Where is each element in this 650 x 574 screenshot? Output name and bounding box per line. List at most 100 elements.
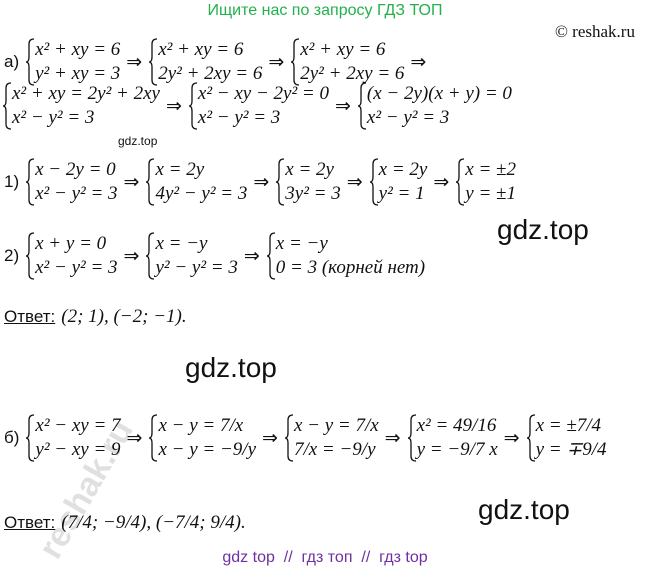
watermark: gdz.top bbox=[118, 134, 158, 148]
equation: x² − y² = 3 bbox=[366, 107, 450, 128]
implies: ⇒ bbox=[503, 427, 520, 449]
equation: x = 2y bbox=[155, 159, 205, 180]
rows: x² + xy = 6 y² + xy = 3 bbox=[35, 38, 120, 86]
math-line: 1) x − 2y = 0 x² − y² = 3 ⇒ x = 2y 4y² − y² =… bbox=[4, 158, 516, 206]
brace bbox=[146, 158, 155, 206]
implies: ⇒ bbox=[334, 95, 351, 117]
equation: 3y² = 3 bbox=[285, 183, 341, 204]
equation: 2y² + 2xy = 6 bbox=[158, 63, 263, 84]
implies: ⇒ bbox=[262, 427, 278, 449]
system: x − 2y = 0 x² − y² = 3 bbox=[25, 158, 118, 206]
rows: (x − 2y)(x + y) = 0 x² − y² = 3 bbox=[367, 82, 512, 130]
rows: x = 2y y² = 1 bbox=[379, 158, 428, 206]
equation: x = −y bbox=[155, 233, 208, 254]
system: x² − xy − 2y² = 0 x² − y² = 3 bbox=[188, 82, 329, 130]
system: x = ±2 y = ±1 bbox=[455, 158, 516, 206]
rows: x − y = 7/x 7/x = −9/y bbox=[294, 414, 379, 462]
math-line: Ответ: (7/4; −9/4), (−7/4; 9/4). bbox=[4, 512, 246, 534]
system: x = 2y 3y² = 3 bbox=[275, 158, 341, 206]
text: Ответ: bbox=[4, 513, 56, 532]
equation: 2y² + 2xy = 6 bbox=[300, 63, 405, 84]
equation: 4y² − y² = 3 bbox=[155, 183, 248, 204]
equation: (x − 2y)(x + y) = 0 bbox=[366, 83, 512, 104]
implies: ⇒ bbox=[410, 51, 427, 73]
system: x = 2y y² = 1 bbox=[369, 158, 428, 206]
math-line: Ответ: (2; 1), (−2; −1). bbox=[4, 306, 187, 328]
brace bbox=[26, 414, 35, 462]
implies: ⇒ bbox=[243, 245, 260, 267]
rows: x + y = 0 x² − y² = 3 bbox=[35, 232, 117, 280]
brace bbox=[26, 158, 35, 206]
brace bbox=[291, 38, 300, 86]
system: (x − 2y)(x + y) = 0 x² − y² = 3 bbox=[357, 82, 512, 130]
rows: x = ±2 y = ±1 bbox=[465, 158, 516, 206]
math-line: а) x² + xy = 6 y² + xy = 3 ⇒ x² + xy = 6 2y² … bbox=[4, 38, 426, 86]
implies: ⇒ bbox=[268, 51, 285, 73]
equation: x = ±7/4 bbox=[535, 415, 602, 436]
system: x = −y y² − y² = 3 bbox=[145, 232, 238, 280]
text: (7/4; −9/4), (−7/4; 9/4). bbox=[61, 512, 246, 533]
implies: ⇒ bbox=[126, 427, 143, 449]
brace bbox=[26, 38, 35, 86]
equation: x² − xy = 7 bbox=[35, 415, 121, 436]
equation: x² + xy = 6 bbox=[35, 39, 121, 60]
equation: x = 2y bbox=[285, 159, 334, 180]
implies: ⇒ bbox=[123, 171, 140, 193]
equation: x² − y² = 3 bbox=[12, 107, 95, 128]
system: x² + xy = 2y² + 2xy x² − y² = 3 bbox=[2, 82, 160, 130]
system: x = −y 0 = 3 (корней нет) bbox=[266, 232, 425, 280]
rows: x = −y y² − y² = 3 bbox=[155, 232, 237, 280]
equation: x = −y bbox=[275, 233, 328, 254]
implies: ⇒ bbox=[384, 427, 401, 449]
equation: x − y = 7/x bbox=[158, 415, 244, 436]
system: x² = 49/16 y = −9/7 x bbox=[407, 414, 498, 462]
text: а) bbox=[4, 52, 20, 71]
equation: x = ±2 bbox=[465, 159, 516, 180]
brace bbox=[146, 232, 155, 280]
brace bbox=[526, 414, 535, 462]
watermark: gdz.top bbox=[185, 352, 277, 383]
equation: x² − y² = 3 bbox=[35, 257, 118, 278]
equation: y² − y² = 3 bbox=[155, 257, 238, 278]
equation: 0 = 3 (корней нет) bbox=[275, 257, 426, 278]
system: x − y = 7/x 7/x = −9/y bbox=[284, 414, 379, 462]
equation: x² + xy = 2y² + 2xy bbox=[12, 83, 160, 104]
equation: x² = 49/16 bbox=[416, 415, 497, 436]
equation: y² + xy = 3 bbox=[35, 63, 121, 84]
watermark: gdz.top bbox=[478, 494, 570, 525]
equation: x² − y² = 3 bbox=[197, 107, 281, 128]
math-line: 2) x + y = 0 x² − y² = 3 ⇒ x = −y y² − y² = 3… bbox=[4, 232, 425, 280]
text: (2; 1), (−2; −1). bbox=[61, 306, 187, 327]
math-line: x² + xy = 2y² + 2xy x² − y² = 3 ⇒ x² − xy −… bbox=[2, 82, 512, 130]
implies: ⇒ bbox=[165, 95, 182, 117]
rows: x² + xy = 6 2y² + 2xy = 6 bbox=[158, 38, 262, 86]
system: x − y = 7/x x − y = −9/y bbox=[148, 414, 256, 462]
equation: y = −9/7 x bbox=[416, 439, 498, 460]
system: x = ±7/4 y = ∓9/4 bbox=[526, 414, 607, 462]
equation: x − y = 7/x bbox=[293, 415, 379, 436]
system: x² − xy = 7 y² − xy = 9 bbox=[25, 414, 121, 462]
equation: y² = 1 bbox=[378, 183, 425, 204]
implies: ⇒ bbox=[253, 171, 270, 193]
implies: ⇒ bbox=[123, 245, 140, 267]
rows: x − 2y = 0 x² − y² = 3 bbox=[35, 158, 117, 206]
rows: x² − xy = 7 y² − xy = 9 bbox=[35, 414, 120, 462]
equation: x² + xy = 6 bbox=[158, 39, 244, 60]
equation: y² − xy = 9 bbox=[35, 439, 121, 460]
equation: x² − xy − 2y² = 0 bbox=[197, 83, 329, 104]
equation: x = 2y bbox=[378, 159, 428, 180]
rows: x² + xy = 2y² + 2xy x² − y² = 3 bbox=[12, 82, 160, 130]
equation: y = ±1 bbox=[465, 183, 516, 204]
equation: x + y = 0 bbox=[35, 233, 107, 254]
watermark: gdz.top bbox=[497, 214, 589, 245]
implies: ⇒ bbox=[433, 171, 450, 193]
system: x² + xy = 6 2y² + 2xy = 6 bbox=[290, 38, 404, 86]
brace bbox=[284, 414, 293, 462]
brace bbox=[357, 82, 366, 130]
rows: x² = 49/16 y = −9/7 x bbox=[417, 414, 498, 462]
rows: x = ±7/4 y = ∓9/4 bbox=[536, 414, 607, 462]
brace bbox=[188, 82, 197, 130]
text: Ответ: bbox=[4, 307, 56, 326]
implies: ⇒ bbox=[126, 51, 143, 73]
brace bbox=[456, 158, 465, 206]
